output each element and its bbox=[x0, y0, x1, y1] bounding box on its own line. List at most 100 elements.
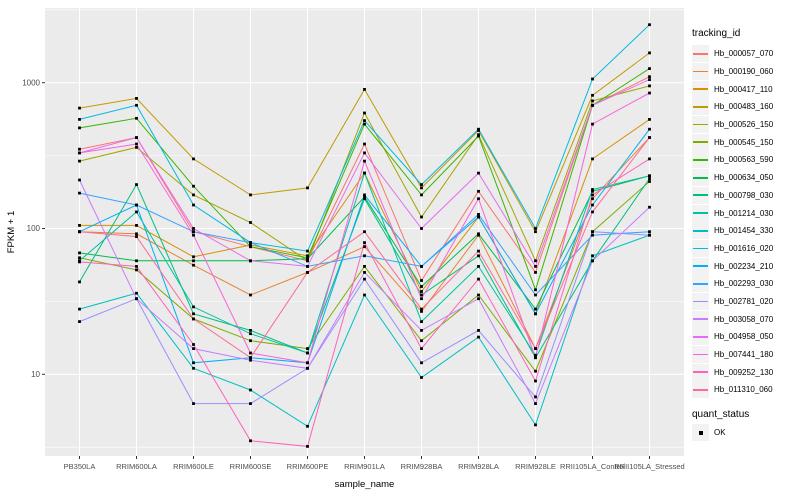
data-point bbox=[534, 265, 537, 268]
data-point bbox=[648, 75, 651, 79]
legend-line-swatch bbox=[693, 265, 708, 267]
data-point bbox=[192, 233, 195, 237]
legend-shape-items: OK bbox=[692, 424, 798, 442]
data-point bbox=[591, 157, 594, 161]
data-point bbox=[135, 203, 138, 207]
data-point bbox=[363, 159, 366, 163]
data-point bbox=[420, 361, 423, 365]
data-point bbox=[591, 203, 594, 207]
data-point bbox=[249, 293, 252, 297]
data-point bbox=[591, 122, 594, 126]
data-point bbox=[249, 388, 252, 392]
data-point bbox=[591, 254, 594, 258]
data-point bbox=[192, 227, 195, 230]
legend-line-swatch bbox=[693, 123, 708, 126]
data-point bbox=[420, 293, 423, 297]
legend-item: Hb_000526_150 bbox=[692, 116, 798, 134]
data-point bbox=[363, 197, 366, 201]
data-point bbox=[78, 178, 81, 182]
data-point bbox=[135, 136, 138, 139]
data-point bbox=[192, 184, 195, 188]
data-point bbox=[648, 118, 651, 121]
data-point bbox=[135, 259, 138, 263]
data-point bbox=[192, 255, 195, 259]
data-point bbox=[591, 103, 594, 107]
data-point bbox=[477, 265, 480, 268]
legend-item: Hb_007441_180 bbox=[692, 346, 798, 364]
data-point bbox=[135, 224, 138, 227]
data-point bbox=[306, 259, 309, 263]
data-point bbox=[534, 423, 537, 427]
y-tick-label: 10 bbox=[31, 370, 40, 379]
data-point bbox=[249, 243, 252, 247]
data-point bbox=[420, 193, 423, 197]
data-point bbox=[306, 347, 309, 350]
legend-color-key bbox=[692, 63, 709, 81]
legend-item: Hb_009252_130 bbox=[692, 363, 798, 381]
data-point bbox=[135, 232, 138, 236]
data-point bbox=[306, 366, 309, 370]
legend-item: Hb_001214_030 bbox=[692, 204, 798, 222]
data-point bbox=[534, 271, 537, 274]
legend-item: Hb_000483_160 bbox=[692, 98, 798, 116]
data-point bbox=[249, 339, 252, 343]
data-point bbox=[249, 439, 252, 443]
data-point bbox=[363, 195, 366, 199]
x-tick-label: RRIM600LA bbox=[116, 462, 157, 471]
data-point bbox=[420, 339, 423, 343]
data-point bbox=[591, 230, 594, 234]
legend-item-label: Hb_002234_210 bbox=[714, 261, 774, 271]
data-point bbox=[534, 379, 537, 383]
data-point bbox=[534, 353, 537, 357]
legend-item: Hb_000545_150 bbox=[692, 133, 798, 151]
data-point bbox=[192, 203, 195, 207]
data-point bbox=[420, 285, 423, 288]
data-point bbox=[249, 332, 252, 336]
legend-color-key bbox=[692, 328, 709, 346]
data-point bbox=[648, 233, 651, 237]
data-point bbox=[648, 177, 651, 180]
legend-item-label: Hb_000798_030 bbox=[714, 190, 774, 200]
data-point bbox=[648, 23, 651, 27]
legend-line-swatch bbox=[693, 229, 708, 232]
legend-item: Hb_011310_060 bbox=[692, 381, 798, 399]
legend-color-key bbox=[692, 116, 709, 134]
data-point bbox=[534, 307, 537, 311]
data-point bbox=[477, 171, 480, 175]
data-point bbox=[534, 356, 537, 360]
legend-line-swatch bbox=[693, 70, 708, 73]
legend-color-key bbox=[692, 98, 709, 116]
data-point bbox=[78, 106, 81, 110]
legend-color-key bbox=[692, 151, 709, 169]
x-axis-title: sample_name bbox=[335, 479, 395, 490]
data-point bbox=[78, 151, 81, 155]
x-tick-label: RRII105LA_Stressed bbox=[614, 462, 684, 471]
data-point bbox=[534, 293, 537, 297]
data-point bbox=[192, 259, 195, 263]
data-point bbox=[420, 347, 423, 350]
legend-item: Hb_002234_210 bbox=[692, 257, 798, 275]
data-point bbox=[306, 186, 309, 190]
legend-item: Hb_004958_050 bbox=[692, 328, 798, 346]
legend-item-label: Hb_002781_020 bbox=[714, 296, 774, 306]
data-point bbox=[534, 312, 537, 316]
legend-item-label: Hb_009252_130 bbox=[714, 367, 774, 377]
data-point bbox=[192, 317, 195, 321]
data-point bbox=[249, 245, 252, 249]
black-square-marker-icon bbox=[698, 430, 703, 435]
x-tick-label: RRIM600PE bbox=[287, 462, 329, 471]
data-point bbox=[648, 51, 651, 55]
data-point bbox=[363, 254, 366, 258]
legend-line-swatch bbox=[693, 353, 708, 356]
data-point bbox=[648, 230, 651, 234]
data-point bbox=[648, 91, 651, 95]
data-point bbox=[534, 395, 537, 399]
data-point bbox=[78, 256, 81, 260]
data-point bbox=[135, 210, 138, 214]
data-point bbox=[420, 310, 423, 313]
data-point bbox=[306, 257, 309, 261]
legend-line-swatch bbox=[693, 159, 708, 161]
x-tick-label: RRIM928LA bbox=[458, 462, 499, 471]
data-point bbox=[249, 356, 252, 360]
data-point bbox=[249, 221, 252, 224]
